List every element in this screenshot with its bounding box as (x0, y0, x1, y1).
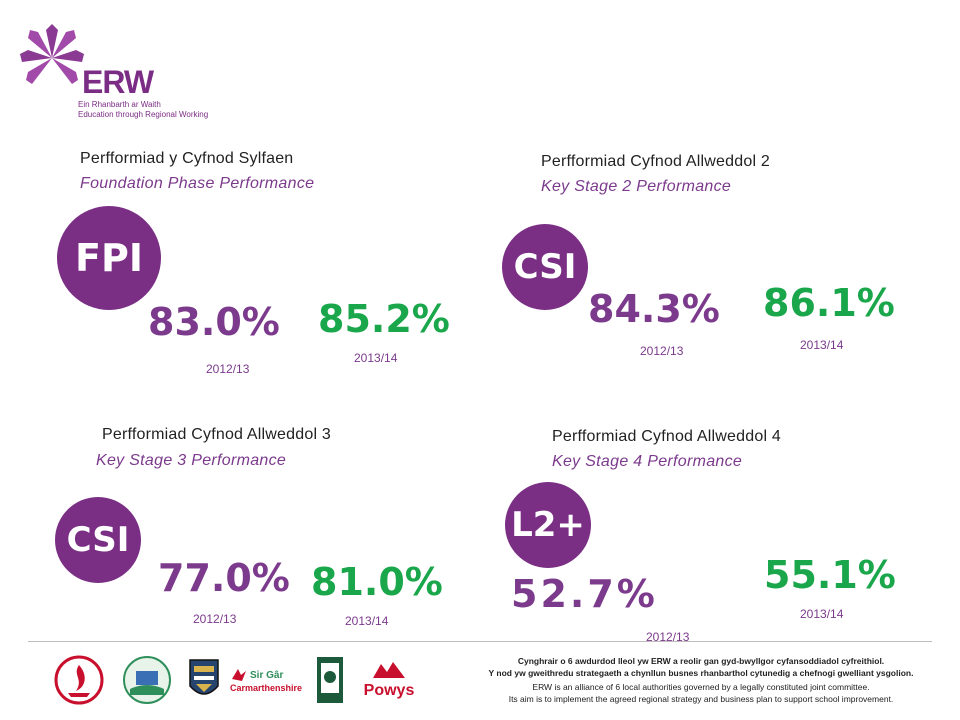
ks3-year-2012: 2012/13 (193, 612, 237, 626)
ks2-year-2012: 2012/13 (640, 344, 684, 358)
footer-divider (28, 641, 932, 642)
footer-line1-en: ERW is an alliance of 6 local authoritie… (532, 682, 870, 692)
ks4-value-2013: 55.1% (764, 553, 896, 597)
ks4-l2plus-badge: L2+ (505, 482, 591, 568)
logo-tagline-en: Education through Regional Working (78, 110, 209, 119)
fp-year-2012: 2012/13 (206, 362, 250, 376)
fp-heading-en: Foundation Phase Performance (80, 175, 315, 192)
fp-value-2013: 85.2% (318, 297, 450, 341)
ks2-value-2013: 86.1% (763, 281, 895, 325)
swansea-logo (52, 655, 106, 705)
footer-line2-en: Its aim is to implement the agreed regio… (508, 694, 894, 704)
ks4-year-2013: 2013/14 (800, 607, 844, 621)
ks2-heading-cy: Perfformiad Cyfnod Allweddol 2 (541, 153, 770, 170)
fp-heading-cy: Perfformiad y Cyfnod Sylfaen (80, 150, 294, 167)
footer-line2-cy: Y nod yw gweithredu strategaeth a chynll… (488, 668, 914, 678)
footer-text: Cynghrair o 6 awdurdod lleol yw ERW a re… (472, 656, 930, 704)
ks2-year-2013: 2013/14 (800, 338, 844, 352)
fp-year-2013: 2013/14 (354, 351, 398, 365)
fpi-badge: FPI (57, 206, 161, 310)
erw-wordmark: ERW (82, 64, 154, 100)
ks4-value-2012: 52.7% (511, 572, 658, 616)
powys-logo: Powys (356, 655, 422, 705)
ceredigion-logo (186, 655, 222, 705)
ks4-heading-cy: Perfformiad Cyfnod Allweddol 4 (552, 428, 781, 445)
erw-logo: ERW Ein Rhanbarth ar Waith Education thr… (20, 24, 220, 124)
pembrokeshire-logo (312, 655, 348, 705)
ks4-year-2012: 2012/13 (646, 630, 690, 644)
ks3-heading-en: Key Stage 3 Performance (96, 452, 287, 469)
ks3-value-2012: 77.0% (158, 556, 290, 600)
ks3-year-2013: 2013/14 (345, 614, 389, 628)
ks2-value-2012: 84.3% (588, 287, 720, 331)
footer-line1-cy: Cynghrair o 6 awdurdod lleol yw ERW a re… (517, 656, 885, 666)
carmarthenshire-logo: Sir Gâr Carmarthenshire (230, 669, 303, 693)
ks3-heading-cy: Perfformiad Cyfnod Allweddol 3 (102, 426, 331, 443)
ks2-csi-badge: CSI (502, 224, 588, 310)
fp-value-2012: 83.0% (148, 300, 280, 344)
ks3-value-2013: 81.0% (311, 560, 443, 604)
ks4-heading-en: Key Stage 4 Performance (552, 453, 743, 470)
logo-tagline-cy: Ein Rhanbarth ar Waith (78, 100, 161, 109)
ks3-csi-badge: CSI (55, 497, 141, 583)
flower-icon (20, 24, 84, 84)
neath-port-talbot-logo (116, 655, 178, 705)
ks2-heading-en: Key Stage 2 Performance (541, 178, 732, 195)
